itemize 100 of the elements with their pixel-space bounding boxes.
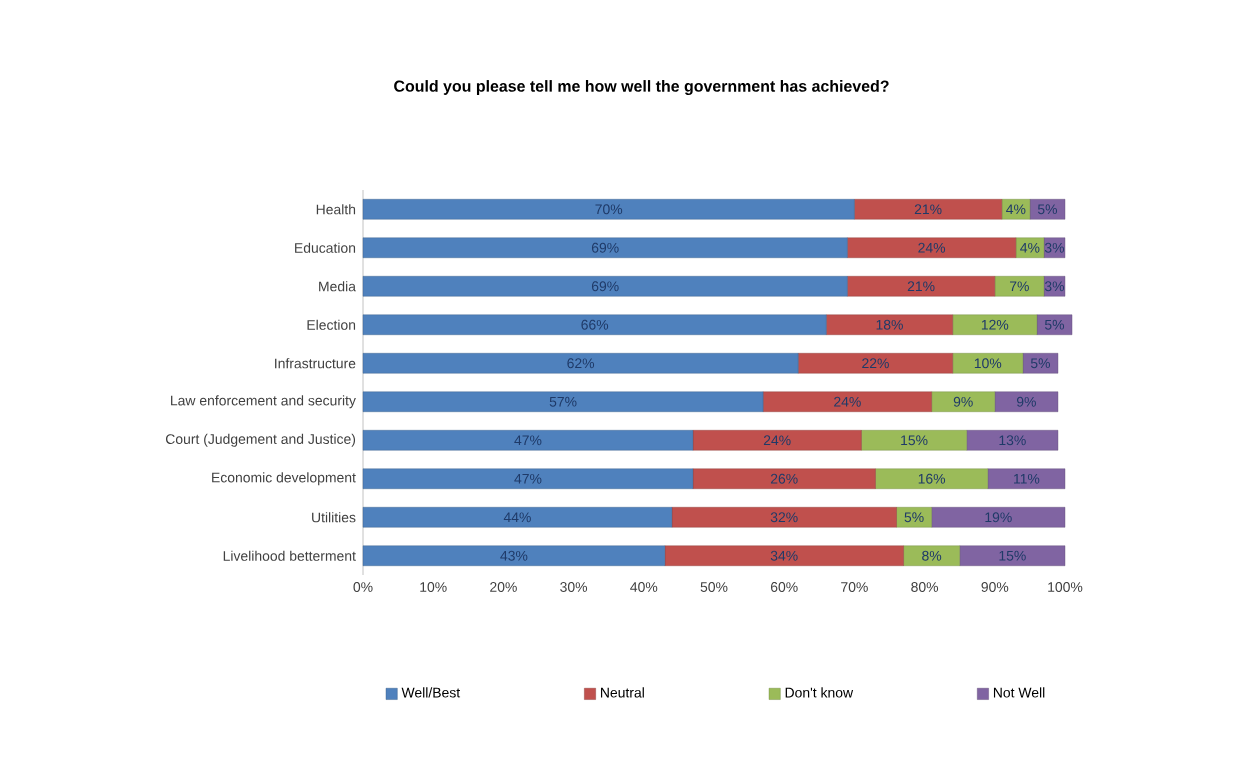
bar [362,430,694,451]
data-label: 70% [595,204,623,215]
bar [931,391,995,412]
data-label: 5% [1037,204,1058,215]
data-label: 3% [1044,242,1065,253]
bar [362,237,848,258]
data-label: 3% [1044,281,1065,292]
x-tick-label: 20% [490,582,517,592]
x-tick-label: 40% [630,582,658,592]
data-label: 24% [918,242,946,253]
data-label: 22% [862,358,889,369]
y-tick-label: Economic development [212,472,356,486]
data-label: 21% [907,281,935,292]
x-tick-label: 100% [1048,582,1083,592]
data-label: 26% [770,473,798,484]
bar [671,507,897,528]
bar [952,314,1038,335]
data-label: 47% [514,435,542,446]
legend-label: Don't know [785,687,854,698]
data-label: 7% [1010,281,1029,292]
data-label: 15% [901,435,928,446]
bar [959,545,1066,566]
bar [875,468,988,489]
bar [362,353,799,374]
data-label: 62% [567,358,595,369]
data-label: 13% [999,435,1026,446]
bar [847,237,1017,258]
y-tick-label: Law enforcement and security [171,395,356,409]
legend-label: Not Well [993,687,1045,698]
y-tick-label: Utilities [312,512,356,523]
y-tick-label: Livelihood betterment [223,550,356,561]
bar [994,391,1059,412]
data-label: 66% [581,319,609,330]
chart-title: Could you please tell me how well the government has achieved? [394,80,889,95]
bar [692,468,876,489]
data-label: 32% [770,512,798,523]
legend-label: Well/Best [401,687,461,698]
y-tick-label: Health [316,204,356,215]
data-label: 69% [591,242,619,253]
data-label: 12% [981,319,1009,330]
y-tick-label: Media [319,281,356,292]
data-label: 21% [914,204,942,215]
bar [1036,314,1073,335]
bar [692,430,862,451]
bar [1022,353,1059,374]
data-label: 47% [514,473,542,484]
data-label: 5% [1044,319,1065,330]
x-tick-label: 0% [353,582,373,592]
data-label: 19% [985,512,1012,523]
data-label: 5% [904,512,924,523]
data-label: 18% [876,319,903,330]
x-tick-label: 90% [981,582,1009,592]
bar [362,276,848,297]
bar [362,545,666,566]
x-tick-label: 60% [770,582,798,592]
data-label: 16% [918,473,946,484]
x-tick-label: 50% [700,582,728,592]
bar [966,430,1059,451]
data-label: 44% [503,512,531,523]
bar [362,391,764,412]
data-label: 57% [549,396,577,407]
data-label: 9% [1016,396,1036,407]
data-label: 24% [763,435,791,446]
data-label: 11% [1014,473,1040,484]
bar [362,314,827,335]
bar [896,507,932,528]
bar [952,353,1024,374]
data-label: 43% [500,550,528,561]
data-label: 8% [922,550,942,561]
data-label: 34% [770,550,798,561]
bar [1015,237,1045,258]
data-label: 15% [999,550,1026,561]
data-label: 69% [591,281,619,292]
data-label: 9% [953,396,973,407]
bar [762,391,932,412]
y-tick-label: Court (Judgement and Justice) [165,433,356,447]
bar [847,276,995,297]
legend-label: Neutral [601,687,644,698]
y-tick-label: Education [295,242,356,253]
y-tick-label: Infrastructure [275,358,356,369]
bar [826,314,953,335]
x-tick-label: 80% [911,582,939,592]
bar [987,468,1066,489]
bar [1001,199,1031,220]
data-label: 4% [1020,242,1040,253]
bar [362,507,673,528]
data-label: 4% [1006,204,1026,215]
x-tick-label: 30% [560,582,588,592]
bar [362,468,694,489]
bar [931,507,1066,528]
bar [798,353,953,374]
bar [903,545,960,566]
bar [362,199,855,220]
bar [994,276,1045,297]
bar [854,199,1003,220]
x-tick-label: 10% [420,582,447,592]
data-label: 24% [834,396,861,407]
data-label: 5% [1030,358,1050,369]
bar [664,545,904,566]
y-tick-label: Election [307,319,356,330]
